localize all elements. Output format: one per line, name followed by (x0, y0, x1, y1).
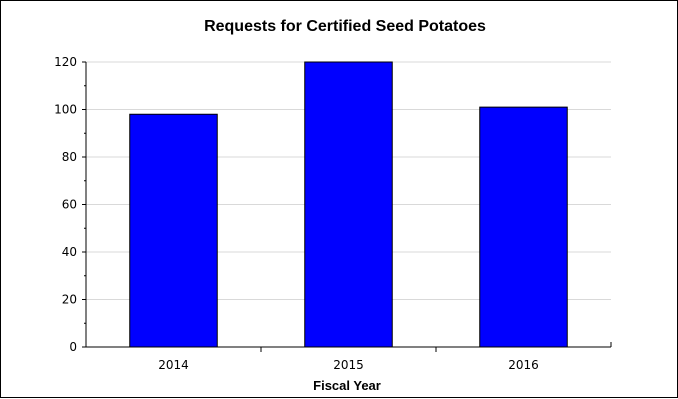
bar (479, 106, 568, 348)
y-tick-label: 60 (62, 198, 77, 212)
y-tick-label: 20 (62, 293, 77, 307)
x-axis-ticks: 2014 2015 2016 (158, 347, 539, 372)
bar (129, 113, 218, 348)
x-axis-label: Fiscal Year (313, 378, 381, 393)
x-tick-label: 2015 (333, 358, 364, 372)
y-tick-label: 80 (62, 150, 77, 164)
x-tick-label: 2016 (508, 358, 539, 372)
bar (304, 61, 393, 348)
y-axis-ticks: 0 20 40 60 80 100 120 (54, 55, 86, 354)
y-tick-label: 40 (62, 245, 77, 259)
bars (129, 61, 568, 348)
x-tick-label: 2014 (158, 358, 189, 372)
y-tick-label: 120 (54, 55, 77, 69)
chart-title: Requests for Certified Seed Potatoes (204, 18, 486, 35)
y-tick-label: 100 (54, 103, 77, 117)
y-tick-label: 0 (69, 340, 77, 354)
